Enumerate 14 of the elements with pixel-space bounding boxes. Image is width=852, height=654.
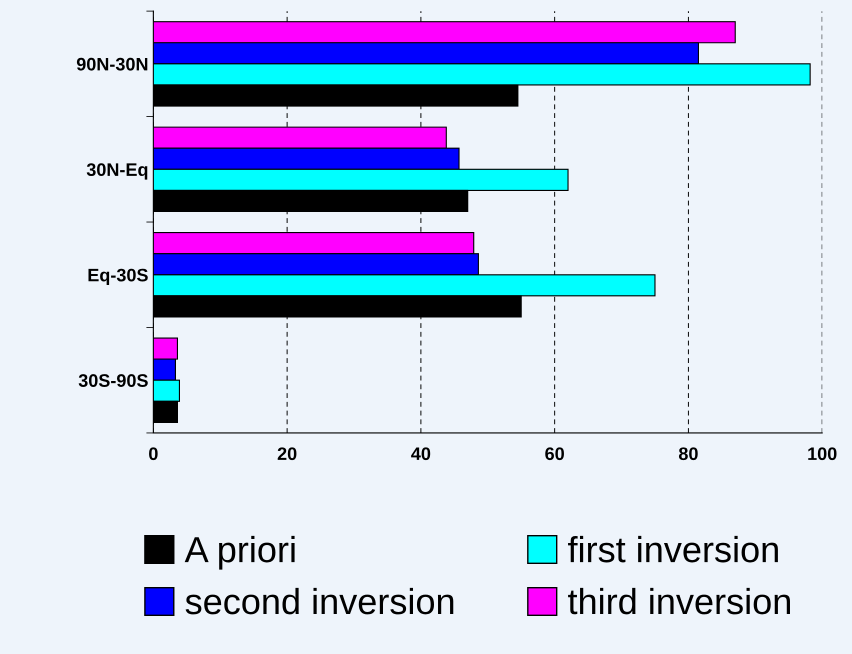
- x-tick-label: 60: [545, 447, 564, 460]
- x-tick-label: 0: [149, 447, 158, 460]
- y-tick-label: 90N-30N: [76, 58, 148, 71]
- y-tick-label: 30N-Eq: [86, 163, 148, 180]
- legend-label: first inversion: [568, 536, 778, 562]
- x-tick-label: 100: [808, 447, 837, 460]
- x-tick-label: 40: [411, 447, 430, 460]
- x-tick-label: 20: [278, 447, 296, 460]
- y-tick-label: Eq-30S: [88, 268, 148, 286]
- legend-label: second inversion: [186, 588, 454, 614]
- x-tick-label: 80: [678, 447, 698, 460]
- legend-label: third inversion: [568, 588, 790, 614]
- legend-label: A priori: [184, 536, 295, 570]
- y-tick-label: 30S-90S: [78, 374, 148, 387]
